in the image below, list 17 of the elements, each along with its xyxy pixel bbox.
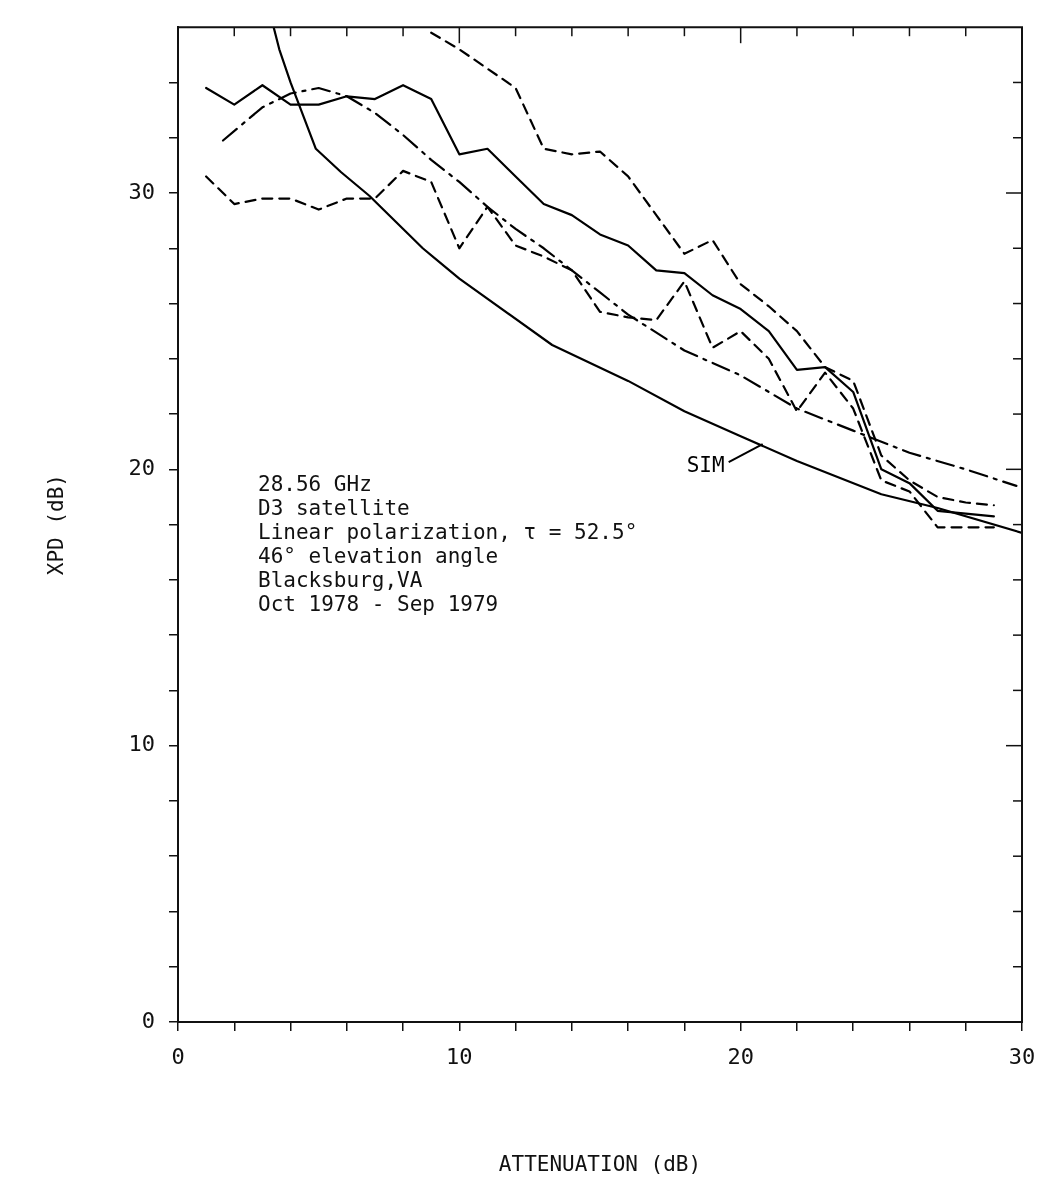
legend-label: SIM xyxy=(686,452,725,477)
annotation: Blacksburg,VA xyxy=(258,567,423,592)
x-tick-label: 30 xyxy=(1008,1043,1036,1069)
annotation: D3 satellite xyxy=(258,495,410,520)
y-tick-label: 10 xyxy=(128,731,155,757)
y-tick-label: 0 xyxy=(141,1007,155,1033)
annotation: 28.56 GHz xyxy=(258,471,372,496)
annotation: 46° elevation angle xyxy=(258,543,499,568)
x-tick-label: 0 xyxy=(171,1043,185,1069)
annotation: Oct 1978 - Sep 1979 xyxy=(258,591,499,616)
x-axis-title: ATTENUATION (dB) xyxy=(498,1151,702,1176)
x-tick-label: 20 xyxy=(727,1043,754,1069)
x-tick-label: 10 xyxy=(446,1043,473,1069)
y-tick-label: 30 xyxy=(128,178,155,204)
annotation: Linear polarization, τ = 52.5° xyxy=(258,519,638,544)
y-tick-label: 20 xyxy=(128,455,155,481)
y-axis-title: XPD (dB) xyxy=(44,474,69,576)
